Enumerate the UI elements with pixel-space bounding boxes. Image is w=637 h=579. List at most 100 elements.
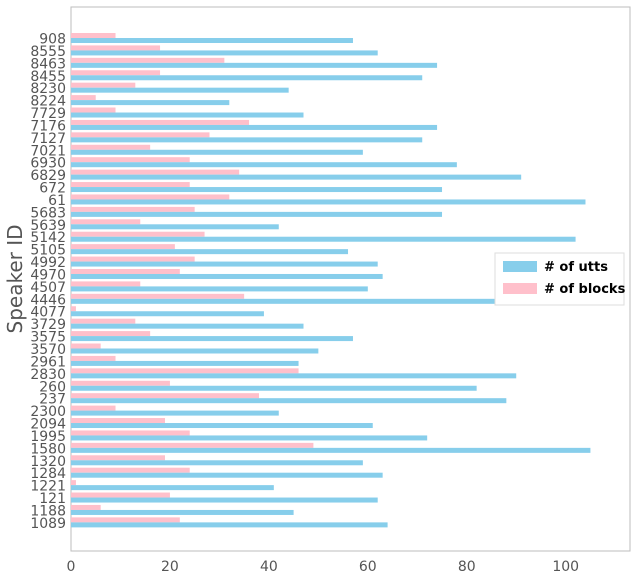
bar-utts-7021 <box>71 149 363 155</box>
x-tick-label: 40 <box>260 559 278 575</box>
y-tick-label: 121 <box>39 491 66 507</box>
bar-blocks-2830 <box>71 368 299 374</box>
bar-utts-8463 <box>71 62 438 68</box>
bar-utts-3729 <box>71 323 304 329</box>
bar-utts-4077 <box>71 311 264 317</box>
bar-utts-5639 <box>71 224 279 230</box>
x-tick-label: 80 <box>458 559 476 575</box>
bar-utts-5142 <box>71 236 576 242</box>
y-tick-label: 1284 <box>30 466 66 482</box>
bar-blocks-61 <box>71 194 230 200</box>
x-tick-label: 100 <box>552 559 579 575</box>
legend-swatch-utts <box>503 261 537 272</box>
x-tick-label: 20 <box>161 559 179 575</box>
legend: # of utts # of blocks <box>494 252 626 306</box>
bar-utts-4992 <box>71 261 378 267</box>
bar-utts-7729 <box>71 112 304 118</box>
y-tick-label: 260 <box>39 379 66 395</box>
bar-utts-3575 <box>71 336 353 342</box>
y-tick-label: 7127 <box>30 131 66 147</box>
y-tick-label: 5105 <box>30 243 66 259</box>
bar-utts-1221 <box>71 485 274 491</box>
bar-utts-121 <box>71 497 378 503</box>
y-tick-label: 1089 <box>30 516 66 532</box>
y-tick-label: 6930 <box>30 156 66 172</box>
bar-blocks-5683 <box>71 206 195 212</box>
y-axis-label: Speaker ID <box>3 224 27 333</box>
y-tick-label: 8463 <box>30 56 66 72</box>
bar-blocks-260 <box>71 380 170 386</box>
bar-blocks-5142 <box>71 231 205 237</box>
y-tick-label: 1995 <box>30 429 66 445</box>
bar-blocks-8463 <box>71 57 225 63</box>
bar-blocks-5639 <box>71 219 141 225</box>
y-tick-label: 3729 <box>30 317 66 333</box>
y-tick-label: 7729 <box>30 106 66 122</box>
bar-utts-8230 <box>71 87 289 93</box>
bar-blocks-1580 <box>71 442 314 448</box>
y-tick-label: 237 <box>39 392 66 408</box>
x-tick-label: 60 <box>359 559 377 575</box>
bar-utts-5105 <box>71 249 349 255</box>
bar-blocks-4992 <box>71 256 195 262</box>
bar-blocks-6930 <box>71 157 190 163</box>
y-tick-label: 908 <box>39 32 66 48</box>
bar-blocks-6829 <box>71 169 240 175</box>
bar-blocks-5105 <box>71 244 175 250</box>
bar-blocks-1221 <box>71 480 76 486</box>
bar-utts-237 <box>71 398 507 404</box>
bar-utts-4970 <box>71 273 383 279</box>
y-tick-label: 4992 <box>30 255 66 271</box>
bar-blocks-3570 <box>71 343 101 349</box>
bar-utts-2961 <box>71 360 299 366</box>
bar-utts-1995 <box>71 435 428 441</box>
bar-blocks-672 <box>71 182 190 188</box>
bar-utts-6930 <box>71 162 457 168</box>
y-tick-label: 8455 <box>30 69 66 85</box>
y-tick-label: 8555 <box>30 44 66 60</box>
bar-utts-1188 <box>71 509 294 515</box>
y-tick-label: 672 <box>39 181 66 197</box>
bar-blocks-4970 <box>71 268 180 274</box>
bar-blocks-237 <box>71 393 259 399</box>
bar-blocks-7176 <box>71 119 250 125</box>
bar-blocks-1089 <box>71 517 180 523</box>
bar-utts-3570 <box>71 348 319 354</box>
y-tick-label: 7021 <box>30 143 66 159</box>
y-tick-labels: 9088555846384558230822477297176712770216… <box>30 32 66 532</box>
y-tick-label: 4446 <box>30 292 66 308</box>
y-tick-label: 1580 <box>30 441 66 457</box>
bar-utts-61 <box>71 199 586 205</box>
bar-utts-8455 <box>71 75 423 81</box>
x-tick-label: 0 <box>67 559 76 575</box>
y-tick-label: 1320 <box>30 454 66 470</box>
bar-utts-2830 <box>71 373 517 379</box>
y-tick-label: 6829 <box>30 168 66 184</box>
y-tick-label: 1221 <box>30 479 66 495</box>
bar-blocks-7127 <box>71 132 210 138</box>
y-tick-label: 8224 <box>30 94 66 110</box>
bar-utts-8555 <box>71 50 378 56</box>
y-tick-label: 3575 <box>30 330 66 346</box>
y-tick-label: 7176 <box>30 118 66 134</box>
bar-utts-7127 <box>71 137 423 143</box>
bar-utts-2300 <box>71 410 279 416</box>
y-tick-label: 8230 <box>30 81 66 97</box>
y-tick-label: 4077 <box>30 305 66 321</box>
bar-blocks-1188 <box>71 504 101 510</box>
bar-blocks-908 <box>71 33 116 38</box>
bar-utts-1320 <box>71 460 363 466</box>
legend-label-utts: # of utts <box>544 260 608 275</box>
bar-blocks-3575 <box>71 331 151 337</box>
bar-blocks-7021 <box>71 144 151 150</box>
y-tick-label: 61 <box>48 193 66 209</box>
bar-utts-1284 <box>71 472 383 478</box>
y-tick-label: 1188 <box>30 503 66 519</box>
y-tick-label: 2961 <box>30 354 66 370</box>
y-tick-label: 5142 <box>30 230 66 246</box>
bar-utts-5683 <box>71 211 443 217</box>
bar-utts-1089 <box>71 522 388 528</box>
bar-utts-908 <box>71 38 353 43</box>
bar-utts-6829 <box>71 174 522 180</box>
